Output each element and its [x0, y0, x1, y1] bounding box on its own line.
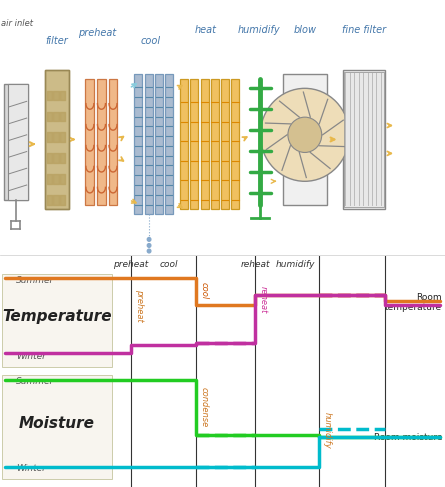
Text: Winter: Winter — [16, 352, 46, 361]
Text: preheat: preheat — [113, 260, 149, 269]
Text: Winter: Winter — [16, 464, 46, 473]
Circle shape — [260, 88, 349, 181]
Bar — [2, 375, 112, 479]
Text: reheat: reheat — [259, 285, 268, 313]
Bar — [8, 84, 28, 200]
Bar — [211, 79, 219, 209]
Text: condense: condense — [200, 387, 209, 428]
Bar — [44, 70, 69, 209]
Text: Summer: Summer — [16, 377, 54, 386]
Text: Room moisture: Room moisture — [373, 432, 442, 442]
Bar — [44, 70, 69, 209]
Bar — [134, 75, 142, 214]
Bar — [165, 75, 173, 214]
Text: humidify: humidify — [238, 25, 280, 36]
Circle shape — [147, 244, 151, 247]
Text: reheat: reheat — [240, 260, 270, 269]
Text: filter: filter — [45, 36, 68, 46]
Bar — [109, 79, 117, 205]
Bar — [283, 75, 327, 205]
Text: cool: cool — [159, 260, 178, 269]
Bar — [344, 72, 384, 207]
Bar — [201, 79, 209, 209]
Bar — [155, 75, 163, 214]
Text: air inlet: air inlet — [1, 19, 33, 28]
Text: blow: blow — [293, 25, 316, 36]
Text: Moisture: Moisture — [19, 416, 95, 431]
Text: fine filter: fine filter — [342, 25, 386, 36]
Bar — [180, 79, 188, 209]
Bar — [4, 84, 28, 200]
Text: Temperature: Temperature — [2, 309, 112, 324]
Circle shape — [288, 117, 322, 152]
Text: heat: heat — [194, 25, 217, 36]
Text: cool: cool — [140, 36, 161, 46]
Bar — [97, 79, 106, 205]
Circle shape — [147, 249, 151, 253]
Bar — [2, 274, 112, 367]
Text: Room
temperature: Room temperature — [385, 293, 442, 312]
Text: humidify: humidify — [275, 260, 315, 269]
Text: cool: cool — [200, 281, 209, 299]
Text: preheat: preheat — [135, 289, 144, 321]
Circle shape — [147, 238, 151, 241]
Text: preheat: preheat — [78, 28, 116, 38]
Bar — [145, 75, 153, 214]
Bar — [85, 79, 94, 205]
Bar — [343, 70, 385, 209]
Bar — [231, 79, 239, 209]
Bar — [221, 79, 229, 209]
Text: humidify: humidify — [323, 412, 332, 449]
Text: Summer: Summer — [16, 276, 54, 285]
Bar — [190, 79, 198, 209]
